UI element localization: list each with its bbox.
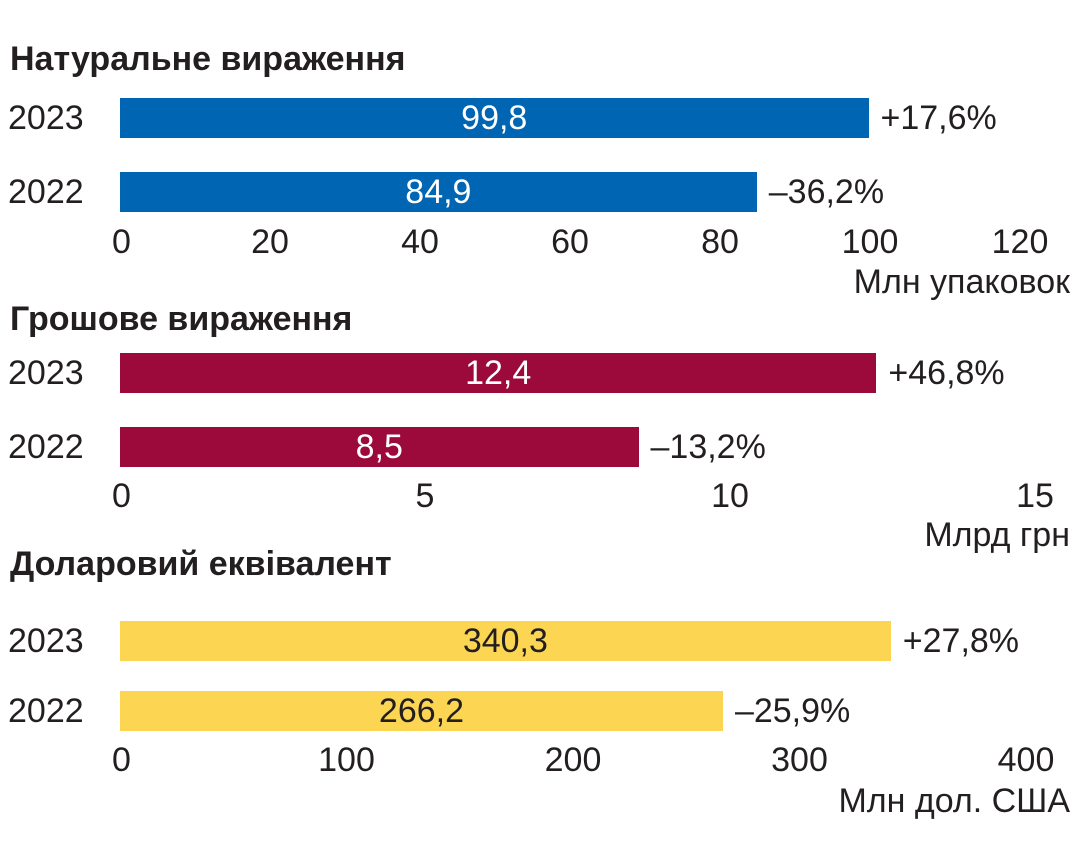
chart-panel: Доларовий еквівалент 2023 340,3 +27,8% 2022 2… <box>0 545 1080 825</box>
chart-title: Грошове вираження <box>10 300 353 338</box>
year-label: 2022 <box>8 428 84 466</box>
axis-tick-label: 300 <box>771 741 828 779</box>
year-label: 2023 <box>8 354 84 392</box>
year-label: 2023 <box>8 622 84 660</box>
axis-tick-label: 60 <box>551 223 589 261</box>
chart-title: Натуральне вираження <box>10 40 406 78</box>
axis-unit-label: Млрд грн <box>924 516 1070 554</box>
axis-tick-label: 20 <box>251 223 289 261</box>
axis-tick-label: 0 <box>112 477 131 515</box>
change-label: +46,8% <box>888 354 1005 392</box>
axis-tick-label: 100 <box>841 223 899 261</box>
bar-value-label: 340,3 <box>462 622 548 660</box>
axis-tick-label: 200 <box>544 741 602 779</box>
axis-tick-label: 0 <box>112 741 131 779</box>
axis-unit-label: Млн дол. США <box>838 782 1070 820</box>
bar-mark <box>120 172 757 212</box>
year-label: 2022 <box>8 173 84 211</box>
bar-value-label: 84,9 <box>405 173 472 211</box>
bar-mark <box>120 427 639 467</box>
bar-value-label: 99,8 <box>461 99 528 137</box>
change-label: –25,9% <box>734 692 851 730</box>
axis-tick-label: 100 <box>318 741 375 779</box>
axis-tick-label: 120 <box>991 223 1049 261</box>
change-label: +17,6% <box>880 99 997 137</box>
axis-tick-label: 15 <box>1016 477 1054 515</box>
bar-mark <box>120 353 877 393</box>
chart-panel: Грошове вираження 2023 12,4 +46,8% 2022 8,5 –1… <box>0 300 1080 559</box>
axis-tick-label: 400 <box>997 741 1055 779</box>
axis-tick-label: 0 <box>112 223 131 261</box>
axis-tick-label: 5 <box>415 477 435 515</box>
axis-tick-label: 80 <box>701 223 739 261</box>
axis-tick-label: 10 <box>711 477 749 515</box>
year-label: 2023 <box>8 99 84 137</box>
bar-mark <box>120 98 869 138</box>
year-label: 2022 <box>8 692 84 730</box>
bar-value-label: 8,5 <box>355 428 403 466</box>
bar-value-label: 12,4 <box>465 354 532 392</box>
chart-title: Доларовий еквівалент <box>10 545 392 583</box>
axis-tick-label: 40 <box>401 223 439 261</box>
change-label: +27,8% <box>902 622 1020 660</box>
change-label: –36,2% <box>768 173 885 211</box>
bar-value-label: 266,2 <box>378 692 465 730</box>
axis-unit-label: Млн упаковок <box>853 263 1070 301</box>
change-label: –13,2% <box>650 428 766 466</box>
bar-mark <box>120 621 891 661</box>
bar-mark <box>120 691 723 731</box>
chart-panel: Натуральне вираження 2023 99,8 +17,6% 2022 84… <box>0 40 1080 306</box>
